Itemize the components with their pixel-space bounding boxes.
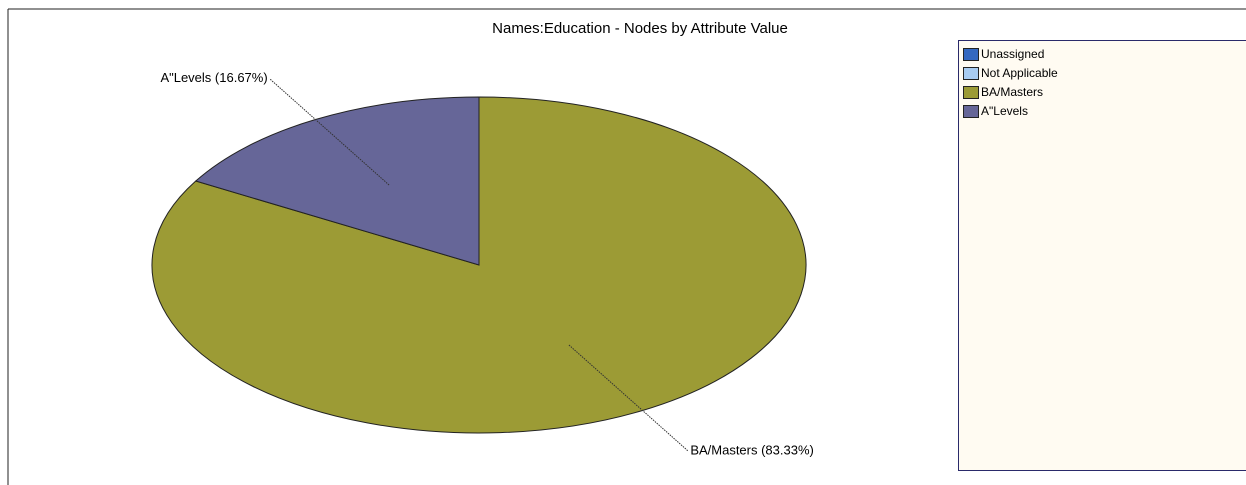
legend-label: BA/Masters (981, 85, 1043, 99)
data-label: BA/Masters (83.33%) (690, 443, 814, 458)
legend-swatch (963, 105, 979, 118)
legend-box (958, 40, 1246, 471)
legend-label: Unassigned (981, 47, 1044, 61)
leader-line (568, 344, 689, 452)
leader-line (269, 78, 390, 186)
legend-label: A"Levels (981, 104, 1028, 118)
legend-swatch (963, 86, 979, 99)
legend-label: Not Applicable (981, 66, 1058, 80)
legend-swatch (963, 67, 979, 80)
data-label: A"Levels (16.67%) (160, 70, 267, 85)
legend-swatch (963, 48, 979, 61)
chart-title: Names:Education - Nodes by Attribute Val… (492, 20, 788, 37)
